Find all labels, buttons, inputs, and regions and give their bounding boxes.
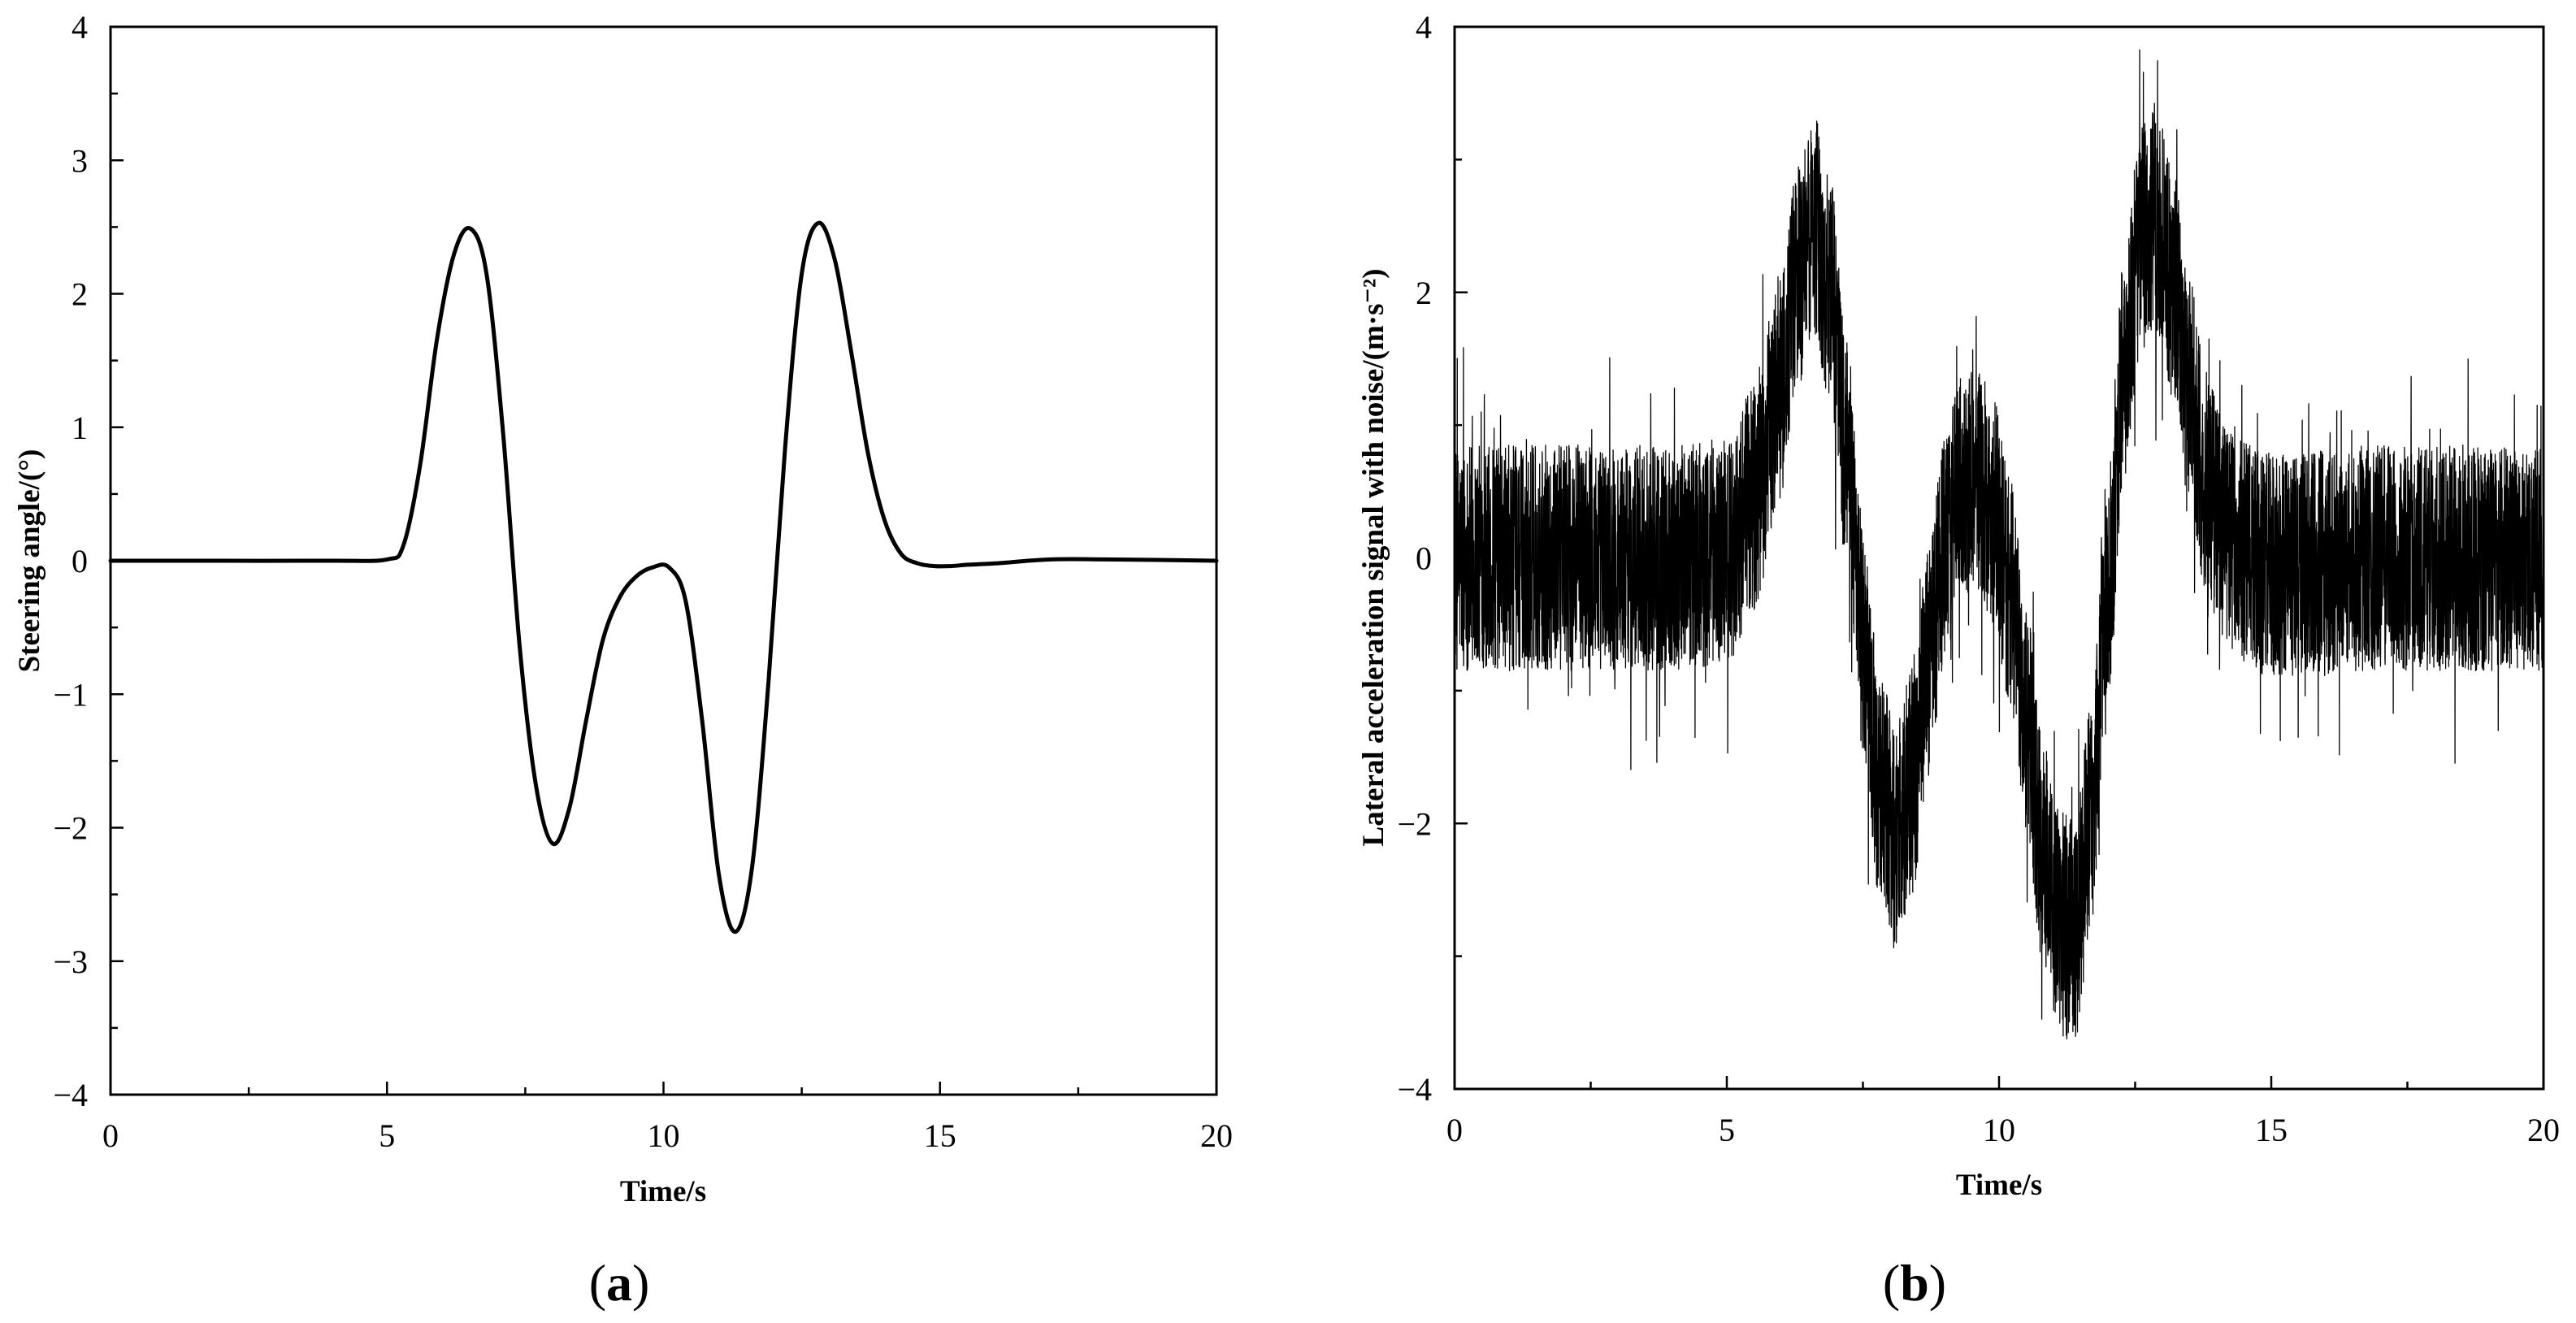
tick-marks-a bbox=[109, 25, 1218, 1096]
x-tick-label: 15 bbox=[2255, 1112, 2288, 1148]
x-tick-label: 10 bbox=[648, 1117, 680, 1154]
chart-panel-b: −4 −2 0 2 4 0 5 10 15 20 Time/s Lateral accelera… bbox=[1357, 9, 2560, 1312]
y-tick-label: −4 bbox=[1397, 1071, 1432, 1108]
y-tick-label: −2 bbox=[53, 810, 88, 847]
y-axis-label-a: Steering angle/(°) bbox=[13, 449, 46, 673]
panel-label-b: (b) bbox=[1883, 1254, 1946, 1312]
y-tick-label: 4 bbox=[1416, 9, 1432, 46]
x-axis-label-b: Time/s bbox=[1956, 1169, 2042, 1202]
tick-marks-b bbox=[1453, 25, 2545, 1091]
y-tick-label: 2 bbox=[72, 276, 88, 313]
x-axis-label-a: Time/s bbox=[620, 1175, 706, 1208]
x-tick-label: 5 bbox=[1719, 1112, 1735, 1148]
x-tick-labels-a: 0 5 10 15 20 bbox=[102, 1117, 1233, 1154]
series-line-lateral-acceleration bbox=[1454, 49, 2544, 1040]
series-line-steering-angle bbox=[108, 220, 1219, 935]
y-tick-label: −1 bbox=[53, 676, 88, 713]
chart-panel-a: −4 −3 −2 −1 0 1 2 3 4 0 5 10 15 20 Time/s Steering a… bbox=[13, 9, 1233, 1312]
y-tick-label: 1 bbox=[72, 410, 88, 446]
panel-letter-b: b bbox=[1900, 1254, 1929, 1312]
x-tick-label: 20 bbox=[2527, 1112, 2560, 1148]
x-tick-label: 0 bbox=[1446, 1112, 1463, 1148]
panel-label-a: (a) bbox=[589, 1254, 650, 1312]
y-tick-labels-a: −4 −3 −2 −1 0 1 2 3 4 bbox=[53, 9, 88, 1113]
y-tick-label: 4 bbox=[72, 9, 88, 46]
y-tick-label: 0 bbox=[1416, 540, 1432, 577]
y-tick-label: −3 bbox=[53, 943, 88, 980]
y-tick-label: 0 bbox=[72, 543, 88, 579]
panel-letter-a: a bbox=[606, 1254, 632, 1312]
y-axis-label-b: Lateral acceleration signal with noise/(… bbox=[1357, 269, 1390, 847]
x-tick-label: 5 bbox=[379, 1117, 395, 1154]
y-tick-label: −2 bbox=[1397, 805, 1432, 842]
x-tick-label: 20 bbox=[1200, 1117, 1233, 1154]
x-tick-label: 0 bbox=[102, 1117, 119, 1154]
y-tick-label: 2 bbox=[1416, 275, 1432, 311]
y-tick-label: −4 bbox=[53, 1077, 88, 1113]
y-tick-label: 3 bbox=[72, 142, 88, 179]
x-tick-label: 15 bbox=[924, 1117, 956, 1154]
x-tick-labels-b: 0 5 10 15 20 bbox=[1446, 1112, 2560, 1148]
x-tick-label: 10 bbox=[1983, 1112, 2015, 1148]
y-tick-labels-b: −4 −2 0 2 4 bbox=[1397, 9, 1432, 1108]
